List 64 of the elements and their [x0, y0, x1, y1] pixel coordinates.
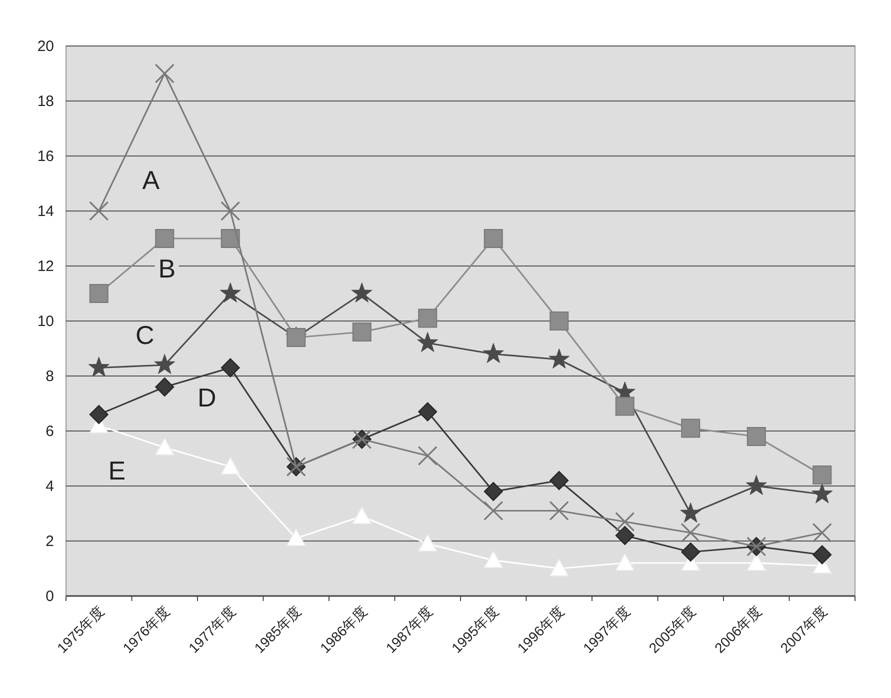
point [681, 418, 700, 438]
point [220, 201, 240, 221]
point [746, 474, 767, 495]
point [155, 378, 174, 396]
point [680, 502, 702, 522]
point [351, 282, 372, 302]
point [418, 308, 438, 328]
point [615, 512, 635, 532]
point [746, 554, 766, 571]
point [352, 322, 372, 342]
point [550, 471, 569, 490]
point [155, 229, 174, 248]
point [89, 284, 108, 303]
point [484, 482, 503, 501]
point [812, 545, 832, 564]
series-label: C [135, 320, 154, 350]
point [484, 550, 503, 568]
point [812, 483, 833, 504]
y-tick-label: 14 [37, 203, 54, 220]
point [548, 348, 570, 368]
point [812, 522, 832, 543]
point [220, 457, 240, 474]
point [154, 64, 174, 84]
point [418, 446, 438, 466]
y-tick-label: 20 [37, 38, 54, 55]
point [812, 466, 832, 484]
point [615, 396, 634, 416]
point [88, 356, 110, 377]
y-tick-label: 2 [46, 533, 54, 550]
point [615, 526, 634, 545]
point [220, 358, 240, 378]
point [550, 559, 569, 576]
point [484, 229, 503, 248]
point [220, 229, 240, 248]
point [220, 282, 241, 302]
point [154, 354, 176, 374]
point [484, 500, 504, 521]
point [89, 405, 108, 424]
point [482, 342, 504, 363]
series-label: E [108, 456, 126, 486]
y-tick-label: 0 [46, 588, 54, 605]
point [89, 201, 109, 221]
y-tick-label: 10 [37, 313, 54, 330]
y-tick-label: 12 [37, 258, 54, 275]
point [155, 438, 174, 456]
point [286, 528, 306, 546]
y-tick-label: 4 [46, 478, 54, 495]
y-tick-label: 16 [37, 148, 54, 165]
series-label: B [158, 254, 176, 284]
point [746, 427, 766, 446]
point [418, 534, 438, 552]
point [549, 500, 569, 521]
point [418, 402, 438, 422]
point [550, 312, 569, 330]
point [417, 332, 438, 352]
y-tick-label: 6 [46, 423, 54, 440]
point [681, 542, 700, 562]
y-tick-label: 8 [46, 368, 54, 385]
series-label: D [197, 382, 216, 412]
series-label: A [142, 165, 160, 195]
point [680, 522, 700, 543]
point [615, 554, 634, 571]
y-tick-label: 18 [37, 93, 54, 110]
point [352, 506, 372, 524]
